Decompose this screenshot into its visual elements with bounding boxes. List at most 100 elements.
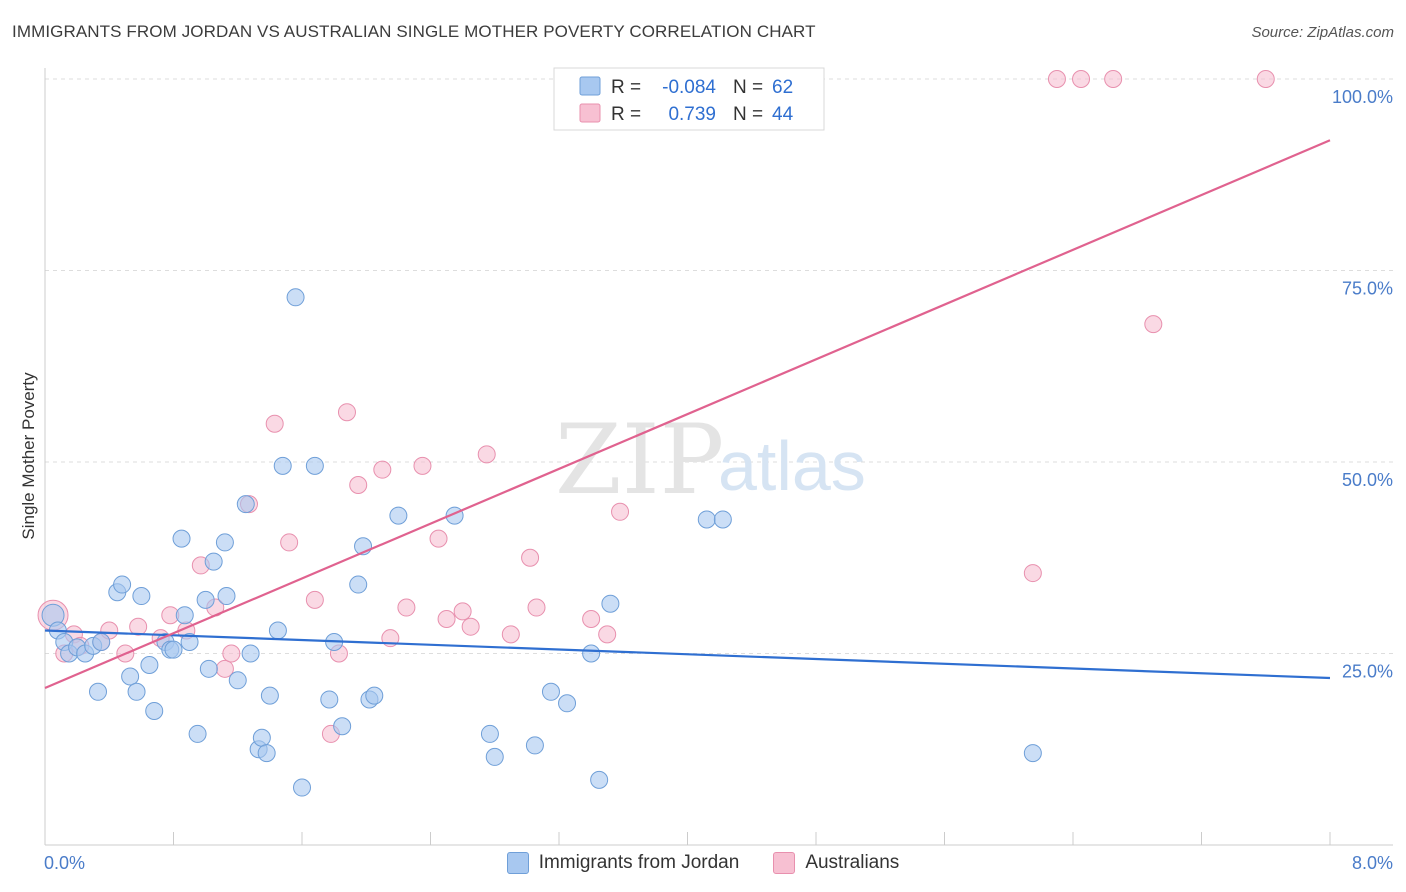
jordan-point (196, 590, 215, 609)
legend-label-jordan: Immigrants from Jordan (538, 852, 740, 873)
jordan-point (175, 606, 194, 625)
australians-point (305, 590, 324, 609)
trendline-jordan (44, 629, 1331, 680)
jordan-point (236, 495, 255, 514)
australians-point (280, 533, 299, 552)
australians-point (598, 625, 617, 644)
y-tick-label-2: 75.0% (1342, 279, 1393, 299)
legend-item-australians: Australians (773, 852, 899, 874)
australians-point (349, 475, 368, 494)
jordan-point (257, 744, 276, 763)
stats-r-value-2: 0.739 (668, 104, 716, 125)
stats-n-value-1: 62 (772, 77, 793, 98)
jordan-point (127, 682, 146, 701)
australians-point (611, 502, 630, 521)
jordan-point (558, 694, 577, 713)
australians-point (429, 529, 448, 548)
jordan-point (389, 506, 408, 525)
australians-point (453, 602, 472, 621)
chart-title: IMMIGRANTS FROM JORDAN VS AUSTRALIAN SIN… (12, 22, 816, 41)
y-tick-label-3: 100.0% (1332, 87, 1393, 107)
stats-n-label-2: N = (733, 104, 763, 125)
legend-swatch-jordan (506, 852, 529, 874)
trendlines (44, 139, 1331, 689)
jordan-point (480, 724, 499, 743)
australians-point (1047, 70, 1066, 88)
jordan-point (132, 587, 151, 606)
australians-point (1023, 564, 1042, 583)
jordan-point (164, 640, 183, 659)
jordan-point (260, 686, 279, 705)
jordan-point (697, 510, 716, 529)
jordan-point (199, 659, 218, 678)
australians-point (265, 414, 284, 433)
series-jordan-points (41, 288, 1042, 797)
jordan-point (113, 575, 132, 594)
jordan-point (92, 633, 111, 652)
jordan-point (305, 456, 324, 475)
y-axis-label: Single Mother Poverty (19, 372, 38, 540)
stats-n-value-2: 44 (772, 104, 794, 125)
australians-point (477, 445, 496, 464)
jordan-point (180, 633, 199, 652)
stats-r-label-1: R = (611, 77, 641, 98)
jordan-point (228, 671, 247, 690)
australians-point (1072, 70, 1091, 88)
jordan-point (204, 552, 223, 571)
jordan-point (140, 655, 159, 674)
jordan-point (241, 644, 260, 663)
jordan-point (485, 747, 504, 766)
australians-point (222, 644, 241, 663)
jordan-point (541, 682, 560, 701)
x-tick-label-0: 0.0% (44, 853, 85, 873)
stats-swatch-australians (579, 103, 601, 123)
stats-r-value-1: -0.084 (662, 77, 716, 98)
legend-swatch-australians (773, 852, 796, 874)
jordan-point (217, 587, 236, 606)
jordan-point (215, 533, 234, 552)
australians-point (521, 548, 540, 567)
jordan-point (286, 288, 305, 307)
australians-point (527, 598, 546, 617)
trendline-australians (44, 139, 1331, 689)
jordan-point (89, 682, 108, 701)
stats-swatch-jordan (579, 76, 601, 96)
australians-point (437, 610, 456, 629)
stats-n-label-1: N = (733, 77, 763, 98)
jordan-point (172, 529, 191, 548)
grid-lines (45, 78, 1393, 654)
jordan-point (333, 717, 352, 736)
y-tick-labels: 25.0% 50.0% 75.0% 100.0% (1332, 87, 1393, 682)
australians-point (373, 460, 392, 479)
watermark: ZIP atlas (555, 404, 866, 516)
jordan-point (121, 667, 140, 686)
australians-point (501, 625, 520, 644)
jordan-point (273, 456, 292, 475)
stats-r-label-2: R = (611, 104, 641, 125)
australians-point (413, 456, 432, 475)
australians-point (582, 610, 601, 629)
legend-item-jordan: Immigrants from Jordan (506, 852, 740, 874)
jordan-point (268, 621, 287, 640)
jordan-point (145, 701, 164, 720)
legend-label-australians: Australians (805, 852, 900, 873)
y-tick-label-0: 25.0% (1342, 662, 1393, 682)
stats-legend: R = -0.084 N = 62 R = 0.739 N = 44 (553, 67, 825, 131)
australians-point (1144, 315, 1163, 334)
axes (44, 68, 1393, 846)
jordan-point (601, 594, 620, 613)
australians-point (461, 617, 480, 636)
jordan-point (320, 690, 339, 709)
y-tick-label-1: 50.0% (1342, 470, 1393, 490)
jordan-point (365, 686, 384, 705)
australians-point (1104, 70, 1123, 88)
jordan-point (1023, 744, 1042, 763)
jordan-point (252, 728, 271, 747)
watermark-zip: ZIP (555, 404, 724, 516)
x-tick-labels: 0.0% 8.0% (44, 853, 1393, 873)
watermark-atlas: atlas (718, 427, 866, 505)
australians-point (397, 598, 416, 617)
bottom-legend: Immigrants from Jordan Australians (0, 852, 1406, 874)
jordan-point (582, 644, 601, 663)
